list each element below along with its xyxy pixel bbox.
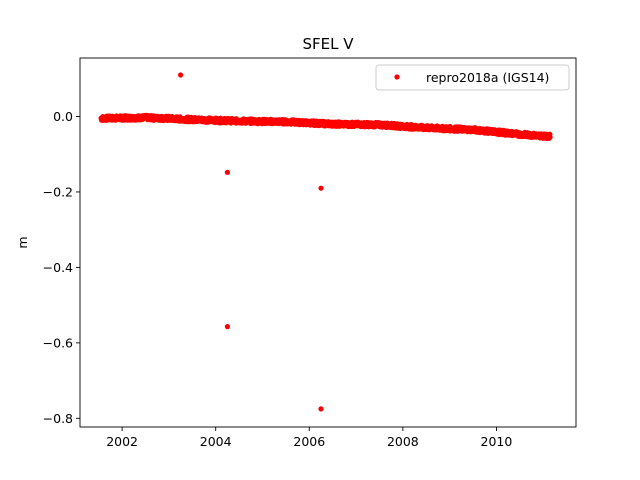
data-point [547,134,553,140]
chart-title: SFEL V [302,35,354,53]
y-axis-label: m [15,236,30,248]
y-tick-label: −0.8 [43,411,73,426]
y-tick-label: −0.6 [43,335,73,350]
plot-area [98,72,553,412]
x-tick-label: 2006 [293,434,325,449]
data-point-outlier [224,169,230,175]
legend-box [375,64,570,91]
y-tick-label: 0.0 [53,109,73,124]
x-tick-label: 2010 [481,434,513,449]
axis-ticks: 2002 2004 2006 2008 2010 0.0 −0.2 −0.4 −0.6 −0.8 [43,57,577,449]
y-tick-label: −0.2 [43,184,73,199]
x-tick-label: 2008 [387,434,419,449]
x-tick-label: 2002 [106,434,138,449]
data-point-outlier [318,185,324,191]
legend-marker [394,74,400,80]
legend: repro2018a (IGS14) [375,64,570,91]
data-point-outlier [224,324,230,330]
legend-label: repro2018a (IGS14) [426,70,549,85]
x-tick-label: 2004 [200,434,232,449]
axes-frame [79,57,577,428]
y-tick-label: −0.4 [43,260,73,275]
data-point-outlier [178,72,184,78]
data-point-outlier [318,406,324,412]
